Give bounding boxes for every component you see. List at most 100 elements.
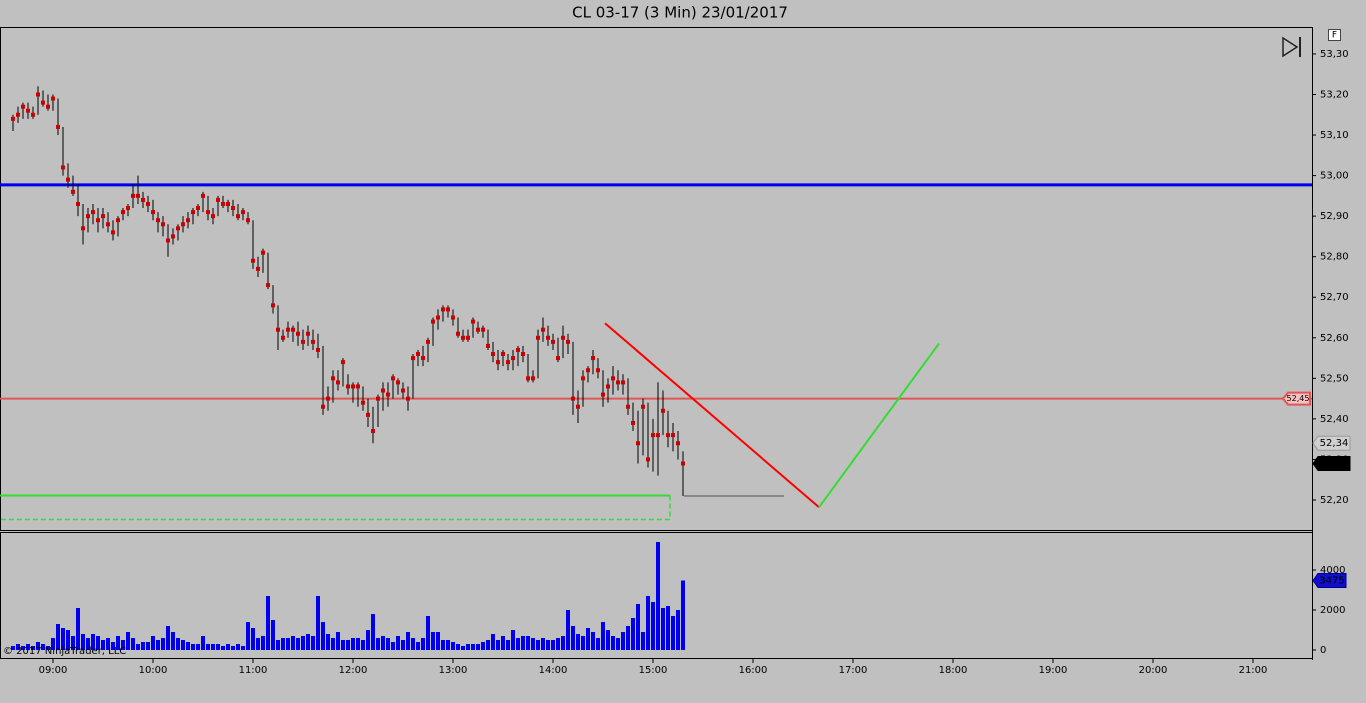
volume-bar — [456, 644, 460, 650]
price-marker-label: 52,34 — [1320, 438, 1349, 449]
close-mark — [266, 283, 270, 288]
volume-bar — [176, 638, 180, 650]
volume-bar — [561, 636, 565, 650]
close-mark — [96, 218, 100, 223]
close-mark — [191, 210, 195, 215]
close-mark — [476, 327, 480, 332]
volume-bar — [366, 630, 370, 650]
volume-bar — [666, 606, 670, 650]
f-button[interactable] — [1328, 29, 1341, 41]
close-mark — [11, 116, 15, 121]
y-tick-label: 52,50 — [1320, 373, 1349, 384]
close-mark — [436, 315, 440, 320]
volume-bar — [476, 644, 480, 650]
close-mark — [151, 210, 155, 215]
close-mark — [571, 396, 575, 401]
close-mark — [471, 319, 475, 324]
volume-bar — [566, 610, 570, 650]
y-tick-label: 52,60 — [1320, 333, 1349, 344]
volume-bar — [31, 646, 35, 650]
close-mark — [491, 352, 495, 357]
copyright: © 2017 NinjaTrader, LLC — [3, 646, 126, 657]
close-mark — [556, 356, 560, 361]
x-tick-label: 16:00 — [739, 665, 768, 676]
volume-bar — [316, 596, 320, 650]
volume-bar — [571, 626, 575, 650]
volume-bar — [656, 542, 660, 650]
volume-bar — [606, 630, 610, 650]
line-label: 52,45 — [1287, 394, 1310, 403]
volume-bar — [446, 640, 450, 650]
close-mark — [591, 356, 595, 361]
price-marker-label: 52,29 — [1320, 458, 1349, 469]
close-mark — [676, 441, 680, 446]
close-mark — [76, 201, 80, 206]
volume-bar — [586, 628, 590, 650]
close-mark — [421, 356, 425, 361]
volume-bar — [101, 640, 105, 650]
play-icon[interactable] — [1282, 36, 1301, 58]
close-mark — [516, 347, 520, 352]
volume-bar — [541, 638, 545, 650]
close-mark — [541, 327, 545, 332]
volume-bar — [306, 634, 310, 650]
volume-bar — [341, 640, 345, 650]
volume-bar — [301, 636, 305, 650]
trend-line — [818, 342, 940, 508]
y-tick-label: 2000 — [1320, 605, 1345, 616]
close-mark — [631, 420, 635, 425]
x-tick-label: 12:00 — [339, 665, 368, 676]
close-mark — [336, 380, 340, 385]
volume-bar — [261, 636, 265, 650]
volume-bar — [426, 616, 430, 650]
play-triangle[interactable] — [1282, 36, 1299, 58]
volume-bar — [356, 638, 360, 650]
volume-bar — [591, 632, 595, 650]
close-mark — [356, 384, 360, 389]
close-mark — [601, 392, 605, 397]
close-mark — [376, 396, 380, 401]
close-mark — [681, 461, 685, 466]
volume-bar — [636, 604, 640, 650]
f-button-label[interactable]: F — [1332, 31, 1337, 41]
close-mark — [611, 376, 615, 381]
close-mark — [616, 380, 620, 385]
volume-bar — [211, 644, 215, 650]
volume-bar — [421, 638, 425, 650]
volume-bar — [51, 638, 55, 650]
close-mark — [351, 384, 355, 389]
volume-bar — [196, 644, 200, 650]
close-mark — [326, 396, 330, 401]
volume-bar — [681, 580, 685, 650]
y-tick-label: 52,20 — [1320, 495, 1349, 506]
close-mark — [456, 331, 460, 336]
volume-bar — [406, 632, 410, 650]
volume-bar — [501, 636, 505, 650]
close-mark — [451, 315, 455, 320]
close-mark — [56, 124, 60, 129]
x-tick-label: 20:00 — [1139, 665, 1168, 676]
close-mark — [341, 360, 345, 365]
volume-bar — [521, 636, 525, 650]
volume-bar — [241, 646, 245, 650]
volume-bar — [361, 640, 365, 650]
close-mark — [366, 412, 370, 417]
close-mark — [411, 356, 415, 361]
volume-bar — [186, 642, 190, 650]
close-mark — [61, 165, 65, 170]
close-mark — [416, 352, 420, 357]
close-mark — [306, 331, 310, 336]
y-tick-label: 52,70 — [1320, 292, 1349, 303]
close-mark — [286, 327, 290, 332]
volume-bar — [221, 646, 225, 650]
close-mark — [666, 433, 670, 438]
close-mark — [446, 307, 450, 312]
close-mark — [486, 343, 490, 348]
volume-bar — [136, 644, 140, 650]
volume-bar — [531, 638, 535, 650]
volume-bar — [116, 636, 120, 650]
close-mark — [621, 380, 625, 385]
close-mark — [271, 303, 275, 308]
close-mark — [31, 112, 35, 117]
